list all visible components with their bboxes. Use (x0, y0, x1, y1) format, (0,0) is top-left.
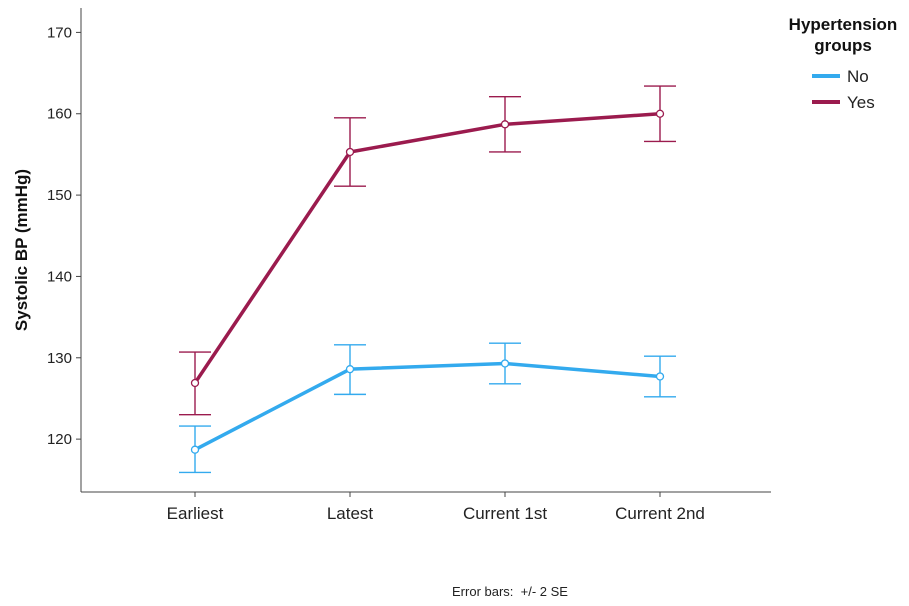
y-ticks: 120 130 140 150 160 170 (47, 24, 81, 448)
series-no (179, 342, 676, 474)
series-layer (179, 85, 676, 474)
data-point (345, 147, 355, 157)
y-tick-label: 140 (47, 268, 72, 285)
legend: Hypertension groups No Yes (789, 15, 898, 112)
x-tick-label: Latest (327, 504, 374, 523)
data-point (655, 109, 665, 118)
y-axis-label: Systolic BP (mmHg) (12, 169, 31, 331)
series-line (193, 111, 662, 385)
x-tick-label: Current 1st (463, 504, 547, 523)
y-tick-label: 130 (47, 350, 72, 367)
legend-title-line2: groups (814, 36, 872, 55)
data-point (190, 378, 200, 388)
x-tick-label: Current 2nd (615, 504, 705, 523)
series-line (193, 361, 662, 452)
y-tick-label: 160 (47, 106, 72, 123)
legend-title-line1: Hypertension (789, 15, 898, 34)
legend-label-no: No (847, 67, 869, 86)
data-point (190, 445, 200, 454)
series-yes (179, 85, 676, 416)
y-tick-label: 150 (47, 187, 72, 204)
error-bar-note: Error bars: +/- 2 SE (452, 584, 568, 599)
x-ticks: Earliest Latest Current 1st Current 2nd (167, 492, 705, 523)
x-tick-label: Earliest (167, 504, 224, 523)
y-tick-label: 170 (47, 24, 72, 41)
data-point (500, 359, 510, 368)
legend-label-yes: Yes (847, 93, 875, 112)
data-point (500, 120, 510, 129)
data-point (655, 372, 665, 381)
y-tick-label: 120 (47, 431, 72, 448)
data-point (345, 365, 355, 374)
